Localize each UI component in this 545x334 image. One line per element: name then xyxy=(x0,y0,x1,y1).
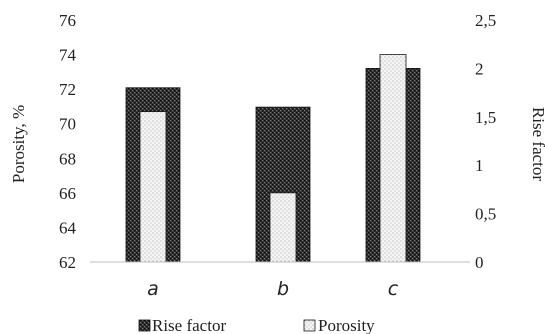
bar-porosity-a xyxy=(139,111,167,263)
bars xyxy=(125,54,421,263)
left-tick-label: 70 xyxy=(59,115,76,134)
legend-swatch-porosity xyxy=(303,319,316,332)
left-tick-label: 68 xyxy=(59,149,76,168)
right-tick-label: 0 xyxy=(475,253,484,272)
right-tick-label: 0,5 xyxy=(475,205,496,224)
legend-swatch-rise-factor xyxy=(138,319,151,332)
category-label-c: c xyxy=(388,278,399,300)
right-tick-label: 2,5 xyxy=(475,11,496,30)
left-tick-label: 74 xyxy=(59,46,77,65)
left-tick-label: 76 xyxy=(59,11,76,30)
left-tick-label: 66 xyxy=(59,184,76,203)
right-axis-title: Rise factor xyxy=(529,107,545,181)
category-label-a: a xyxy=(147,278,159,300)
legend-label-rise-factor: Rise factor xyxy=(152,316,226,334)
legend-label-porosity: Porosity xyxy=(318,316,375,334)
x-axis-categories: a b c xyxy=(147,278,399,300)
bar-porosity-c xyxy=(379,54,407,263)
bar-porosity-b xyxy=(269,192,297,263)
category-label-b: b xyxy=(277,278,289,300)
left-axis-title: Porosity, % xyxy=(9,105,28,183)
right-axis: 0 0,5 1 1,5 2 2,5 xyxy=(475,11,496,272)
right-tick-label: 1 xyxy=(475,156,484,175)
right-tick-label: 2 xyxy=(475,59,484,78)
legend: Rise factor Porosity xyxy=(138,316,375,334)
left-tick-label: 62 xyxy=(59,253,76,272)
right-tick-label: 1,5 xyxy=(475,108,496,127)
left-axis: 62 64 66 68 70 72 74 76 xyxy=(59,11,77,272)
left-tick-label: 64 xyxy=(59,218,77,237)
left-tick-label: 72 xyxy=(59,80,76,99)
